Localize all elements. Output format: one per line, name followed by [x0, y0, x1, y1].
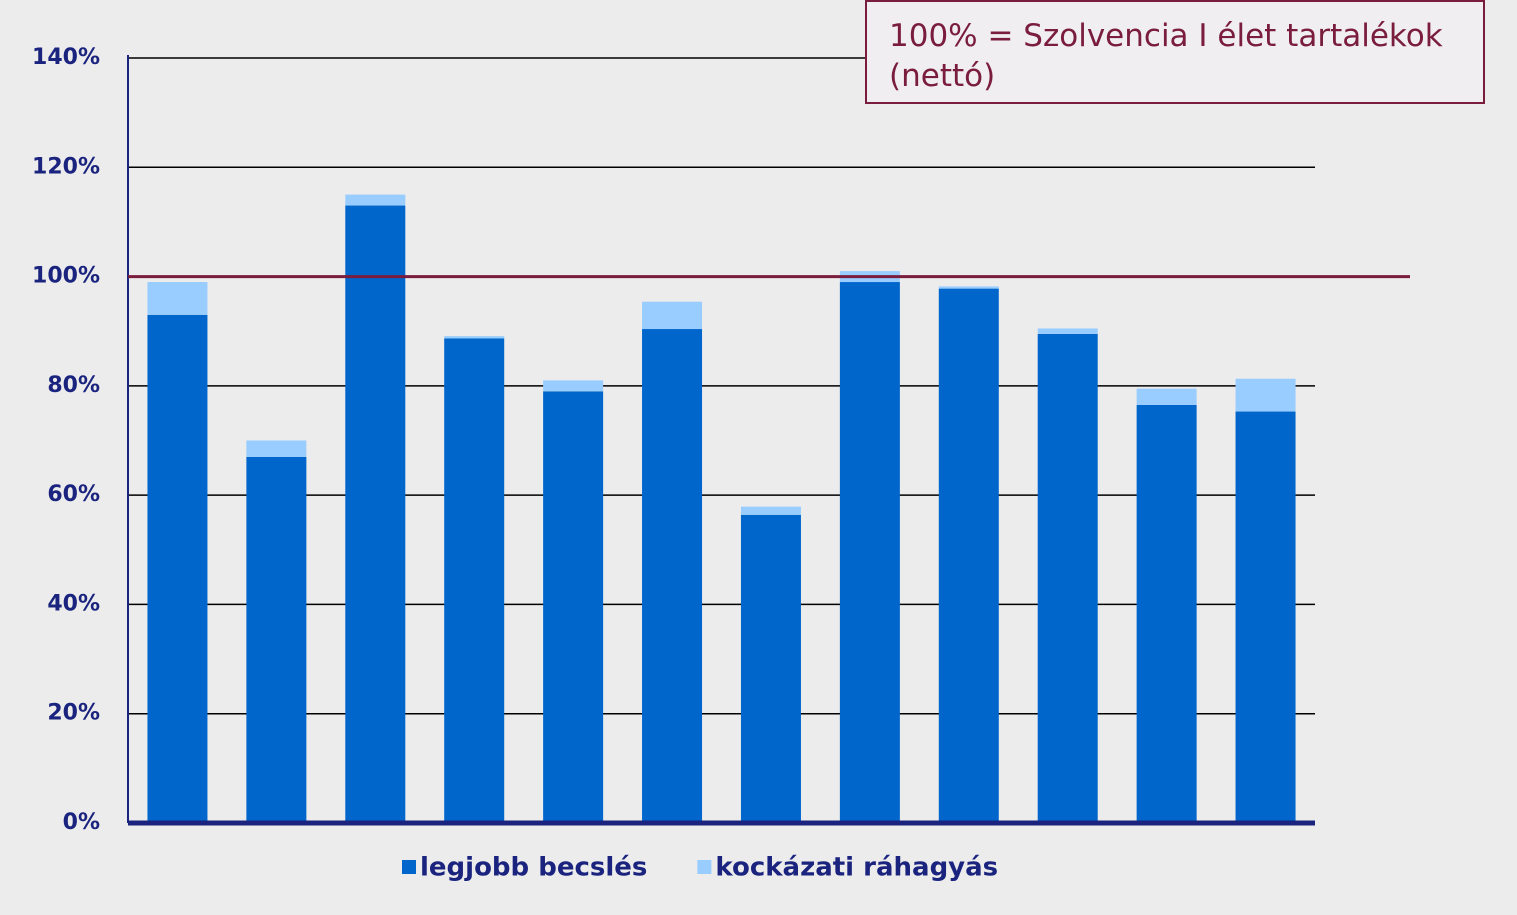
bar-segment	[147, 282, 208, 315]
legend-swatch	[697, 860, 712, 874]
y-tick-label: 100%	[32, 264, 100, 289]
y-tick-label: 20%	[47, 701, 100, 726]
legend-label: legjobb becslés	[420, 853, 647, 883]
bar-segment	[740, 514, 801, 823]
y-tick-label: 40%	[47, 591, 100, 616]
bar-segment	[642, 329, 703, 823]
y-tick-label: 60%	[47, 482, 100, 507]
bar-segment	[1136, 404, 1197, 823]
bar-segment	[147, 314, 208, 823]
bar-segment	[642, 301, 703, 330]
bar-segment	[246, 440, 307, 457]
bar-segment	[543, 380, 604, 392]
bar-segment	[345, 194, 406, 206]
bar-segment	[1235, 378, 1296, 412]
legend-swatch	[402, 860, 416, 874]
bar-segment	[444, 336, 505, 339]
legend-label: kockázati ráhagyás	[715, 853, 998, 883]
y-tick-label: 140%	[32, 45, 100, 70]
bar-segment	[1037, 333, 1098, 823]
bar-segment	[444, 338, 505, 823]
bar-segment	[345, 205, 406, 824]
bar-segment	[246, 456, 307, 823]
y-tick-label: 0%	[63, 810, 100, 835]
bar-segment	[839, 282, 900, 823]
bar-segment	[938, 288, 999, 823]
bar-segment	[740, 506, 801, 515]
bar-segment	[1235, 411, 1296, 823]
bar-segment	[1136, 388, 1197, 405]
annotation: 100% = Szolvencia I élet tartalékok (net…	[865, 0, 1485, 104]
bar-segment	[543, 391, 604, 823]
y-tick-label: 120%	[32, 154, 100, 179]
bar-segment	[938, 286, 999, 289]
bar-segment	[1037, 328, 1098, 334]
y-tick-label: 80%	[47, 373, 100, 398]
